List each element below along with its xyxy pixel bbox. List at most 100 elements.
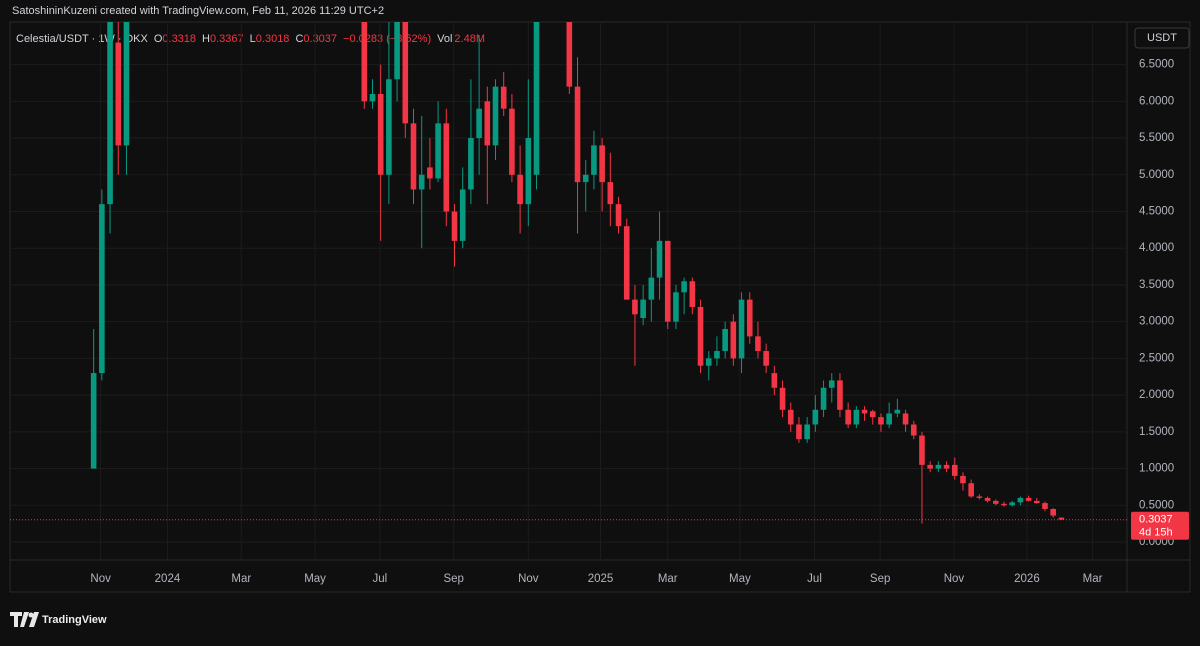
last-price-label: 0.3037 bbox=[1139, 514, 1173, 526]
countdown-label: 4d 15h bbox=[1139, 527, 1173, 539]
candle-body bbox=[377, 93, 384, 175]
candle-body bbox=[869, 411, 876, 418]
candle-body bbox=[705, 358, 712, 366]
candle-body bbox=[640, 299, 646, 318]
candle-body bbox=[763, 351, 769, 366]
candle-body bbox=[738, 299, 745, 359]
candle-body bbox=[779, 387, 786, 410]
candle-body bbox=[1025, 497, 1032, 501]
x-tick-label: May bbox=[304, 573, 326, 585]
candle-body bbox=[410, 123, 417, 190]
candle-body bbox=[582, 174, 589, 183]
candle-body bbox=[435, 123, 441, 179]
candle-body bbox=[418, 174, 425, 190]
candle-body bbox=[755, 336, 761, 352]
candle-body bbox=[681, 281, 687, 293]
candle-body bbox=[361, 22, 368, 102]
x-tick-label: Sep bbox=[443, 573, 463, 585]
candle-body bbox=[591, 145, 597, 175]
last-price-tag bbox=[1131, 511, 1189, 540]
x-tick-label: May bbox=[729, 573, 751, 585]
candle-body bbox=[968, 483, 974, 497]
candle-body bbox=[919, 435, 925, 465]
candle-body bbox=[1009, 502, 1015, 506]
ohlc-label: C bbox=[295, 33, 303, 45]
candle-body bbox=[1058, 517, 1065, 520]
candle-body bbox=[910, 424, 917, 436]
candle-body bbox=[533, 22, 540, 175]
y-tick-label: 5.0000 bbox=[1139, 169, 1174, 181]
candle-body bbox=[648, 277, 655, 300]
y-tick-label: 3.0000 bbox=[1139, 316, 1174, 328]
candle-body bbox=[607, 182, 614, 205]
candle-body bbox=[796, 424, 802, 440]
candle-body bbox=[697, 306, 704, 366]
candle-body bbox=[812, 409, 819, 425]
candle-body bbox=[837, 380, 843, 410]
currency-box[interactable] bbox=[1134, 27, 1190, 49]
candle-body bbox=[820, 387, 827, 410]
y-tick-label: 0.5000 bbox=[1139, 499, 1174, 511]
candle-body bbox=[689, 281, 696, 307]
candle-body bbox=[427, 167, 433, 179]
y-tick-label: 3.5000 bbox=[1139, 279, 1174, 291]
candle-body bbox=[960, 475, 966, 484]
x-tick-label: Jul bbox=[807, 573, 822, 585]
candle-body bbox=[394, 22, 400, 80]
legend-text: Celestia/USDT · 1W · OKX O0.3318 H0.3367 L0… bbox=[16, 33, 485, 45]
change: −0.0283 (−8.52%) bbox=[343, 33, 431, 45]
x-tick-label: Sep bbox=[870, 573, 890, 585]
y-tick-label: 6.5000 bbox=[1139, 59, 1174, 71]
ohlc-value: 0.3318 bbox=[162, 33, 196, 45]
legend: Celestia/USDT · 1W · OKX O0.3318 H0.3367 L0… bbox=[16, 33, 485, 45]
candle-body bbox=[984, 497, 991, 501]
candle-body bbox=[459, 189, 466, 241]
candle-body bbox=[943, 464, 950, 469]
candle-body bbox=[853, 409, 860, 425]
candle-body bbox=[894, 409, 901, 414]
candles bbox=[90, 22, 1065, 524]
ohlc-value: 0.3037 bbox=[303, 33, 337, 45]
candle-body bbox=[886, 413, 892, 425]
candle-body bbox=[746, 299, 753, 337]
x-tick-label: Mar bbox=[231, 573, 251, 585]
y-tick-label: 4.5000 bbox=[1139, 206, 1174, 218]
brand-logo bbox=[10, 612, 39, 627]
candle-body bbox=[1017, 497, 1024, 503]
candle-body bbox=[722, 329, 728, 352]
x-tick-label: Mar bbox=[658, 573, 678, 585]
candle-body bbox=[107, 22, 113, 205]
candle-body bbox=[673, 292, 679, 322]
candle-body bbox=[787, 409, 794, 425]
candle-body bbox=[123, 22, 130, 146]
candle-body bbox=[517, 174, 523, 205]
candle-body bbox=[615, 204, 622, 227]
candle-body bbox=[1033, 500, 1040, 504]
candle-body bbox=[771, 373, 778, 388]
candle-body bbox=[476, 108, 482, 139]
candle-body bbox=[632, 299, 638, 315]
candle-body bbox=[386, 79, 392, 175]
axes: 0.00000.50001.00001.50002.00002.50003.00… bbox=[10, 59, 1189, 585]
candle-body bbox=[599, 145, 605, 183]
candle-body bbox=[1042, 503, 1048, 509]
y-tick-label: 1.0000 bbox=[1139, 463, 1174, 475]
volume-value: 2.48M bbox=[454, 33, 485, 45]
candle-body bbox=[566, 22, 573, 87]
credit: SatoshininKuzeni created with TradingVie… bbox=[12, 5, 384, 17]
candle-body bbox=[714, 351, 720, 359]
candle-body bbox=[468, 138, 474, 190]
candle-body bbox=[500, 86, 507, 109]
candle-body bbox=[525, 138, 532, 205]
y-tick-label: 5.5000 bbox=[1139, 132, 1174, 144]
candle-body bbox=[492, 86, 499, 146]
candle-body bbox=[935, 464, 942, 469]
candle-body bbox=[976, 496, 983, 498]
candle-body bbox=[951, 464, 958, 476]
candle-body bbox=[828, 380, 835, 388]
candle-body bbox=[664, 240, 671, 322]
y-tick-label: 4.0000 bbox=[1139, 242, 1174, 254]
x-tick-label: Mar bbox=[1083, 573, 1103, 585]
x-tick-label: Nov bbox=[944, 573, 965, 585]
